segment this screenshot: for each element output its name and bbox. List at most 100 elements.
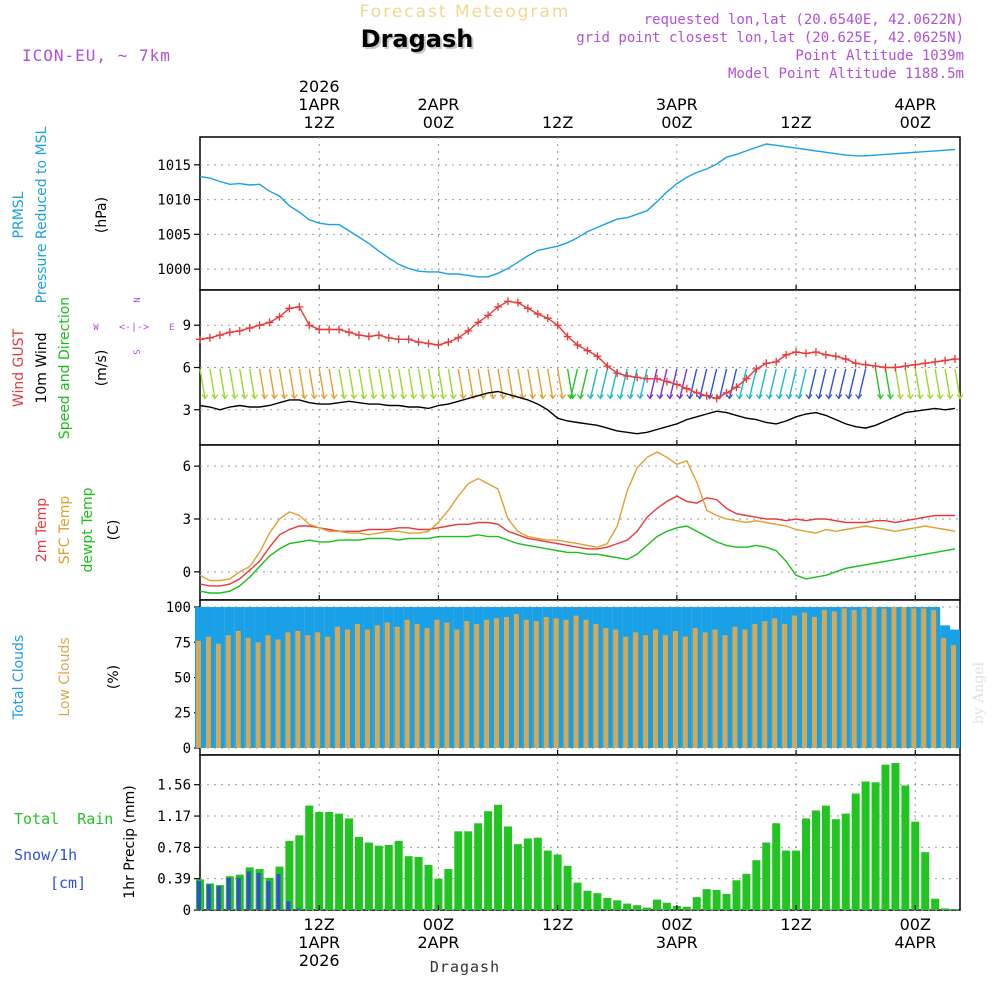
wind-direction-arrowhead	[280, 394, 288, 400]
gust-marker	[722, 388, 731, 397]
wind-ylabel-speed: Speed and Direction	[57, 297, 73, 439]
gust-marker	[772, 357, 781, 366]
gust-marker	[811, 348, 820, 356]
wind-direction-arrow	[556, 368, 564, 399]
wind-direction-arrowhead	[656, 394, 664, 400]
low-cloud-bar	[434, 619, 440, 748]
low-cloud-bar	[235, 631, 241, 748]
low-cloud-bar	[652, 629, 658, 748]
wind-direction-arrowhead	[606, 394, 614, 400]
rain-bar	[464, 831, 473, 910]
wind-direction-arrowhead	[696, 394, 704, 400]
clouds-ylabel-total: Total Clouds	[11, 635, 27, 720]
wind-direction-arrowhead	[725, 394, 733, 400]
wind-direction-arrowhead	[330, 394, 338, 400]
wind-direction-arrow	[457, 368, 464, 399]
wind-direction-arrowhead	[320, 394, 328, 400]
gust-marker	[255, 321, 264, 330]
wind-direction-arrow	[239, 368, 246, 399]
low-cloud-bar	[613, 629, 619, 748]
gust-marker	[603, 362, 612, 371]
top-tick-label: 2APR	[417, 95, 459, 114]
gust-marker	[345, 328, 354, 337]
wind-direction-arrowhead	[290, 394, 298, 400]
wind-ytick-label: 6	[183, 361, 191, 377]
wind-direction-arrowhead	[261, 394, 269, 400]
wind-direction-arrow	[368, 368, 375, 399]
rain-bar	[533, 837, 542, 910]
bottom-tick-label: 1APR	[298, 933, 340, 952]
gust-marker	[494, 302, 503, 311]
rain-bar	[345, 818, 354, 910]
rain-bar	[285, 840, 294, 910]
gust-marker	[613, 369, 622, 378]
gust-marker	[265, 318, 274, 327]
wind-direction-arrowhead	[815, 394, 823, 400]
wind-direction-arrowhead	[340, 394, 348, 400]
rain-bar	[335, 813, 344, 910]
gust-marker	[523, 304, 532, 313]
rain-bar	[374, 845, 383, 910]
low-cloud-bar	[245, 638, 251, 748]
gust-marker	[434, 340, 443, 349]
gust-marker	[841, 355, 850, 364]
low-cloud-bar	[762, 621, 768, 748]
wind-direction-arrow	[944, 368, 951, 399]
gust-marker	[543, 314, 552, 323]
wind-direction-arrow	[609, 368, 618, 399]
low-cloud-bar	[861, 608, 867, 748]
wind-direction-arrow	[378, 368, 385, 399]
gust-marker	[444, 338, 453, 347]
gust-marker	[951, 355, 960, 364]
pressure-ylabel-unit: (hPa)	[94, 197, 110, 233]
wind-direction-arrow	[778, 368, 787, 399]
low-cloud-bar	[394, 626, 400, 748]
gust-marker	[881, 363, 890, 372]
rain-bar	[742, 873, 751, 910]
gust-marker	[563, 332, 572, 341]
rain-bar	[851, 793, 860, 910]
gust-marker	[702, 391, 711, 400]
clouds-ylabel-unit: (%)	[106, 665, 122, 689]
wind-direction-arrow	[874, 368, 882, 399]
precip-label-snow: Snow/1h	[14, 846, 77, 864]
wind-direction-arrowhead	[449, 394, 457, 400]
wind-direction-arrow	[818, 368, 827, 399]
wind-direction-arrowhead	[271, 394, 279, 400]
wind-direction-arrow	[209, 368, 216, 399]
gust-marker	[821, 350, 830, 359]
low-cloud-bar	[325, 636, 331, 748]
wind-direction-arrowhead	[835, 394, 843, 400]
wind-direction-arrowhead	[380, 394, 388, 400]
wind-direction-arrowhead	[370, 394, 378, 400]
low-cloud-bar	[543, 616, 549, 748]
gust-marker	[831, 352, 840, 361]
precip-ytick-label: 1.17	[157, 809, 191, 825]
low-cloud-bar	[225, 635, 231, 748]
wind-direction-arrowhead	[559, 394, 567, 400]
wind-direction-arrow	[487, 368, 494, 399]
wind-direction-arrowhead	[616, 394, 624, 400]
wind-direction-arrow	[838, 368, 847, 399]
wind-direction-arrowhead	[676, 394, 684, 400]
model-point-altitude: Model Point Altitude 1188.5m	[728, 66, 964, 82]
wind-direction-arrowhead	[936, 394, 944, 400]
wind-direction-arrow	[768, 368, 777, 399]
wind-direction-arrow	[328, 368, 335, 399]
gust-marker	[732, 383, 741, 392]
top-tick-label: 00Z	[661, 113, 692, 132]
rain-bar	[593, 893, 602, 910]
low-cloud-bar	[414, 623, 420, 748]
gust-marker	[196, 335, 204, 344]
wind-direction-arrow	[884, 368, 892, 399]
watermark: by Angel	[971, 661, 987, 724]
bottom-tick-label: 00Z	[423, 915, 454, 934]
gust-marker	[742, 374, 751, 383]
wind-direction-arrowhead	[576, 394, 584, 400]
low-cloud-bar	[752, 623, 758, 748]
wind-direction-arrow	[407, 368, 415, 399]
rain-bar	[901, 785, 910, 910]
rain-bar	[454, 831, 463, 910]
gust-marker	[275, 312, 284, 321]
